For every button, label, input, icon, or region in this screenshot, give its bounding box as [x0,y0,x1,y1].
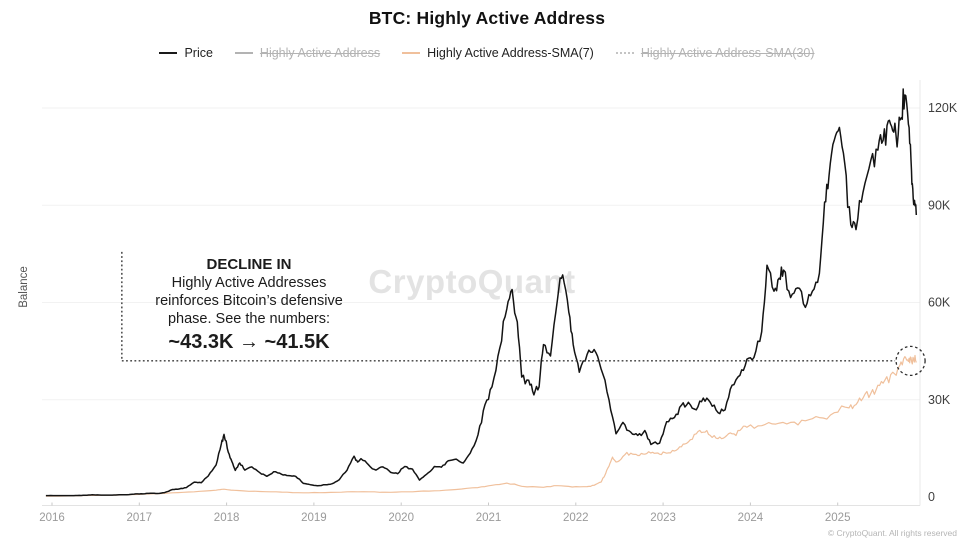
x-tick-label: 2018 [214,512,240,524]
x-tick-label: 2019 [301,512,327,524]
y-tick-label: 120K [928,101,958,115]
price-line-swatch [159,52,178,54]
legend-label-sma30: Highly Active Address-SMA(30) [640,46,815,60]
x-tick-label: 2023 [650,512,676,524]
y-tick-label: 0 [928,490,935,504]
annotation-callout: DECLINE IN Highly Active Addresses reinf… [124,255,374,355]
x-tick-label: 2016 [39,512,65,524]
x-tick-label: 2017 [127,512,153,524]
legend: Price Highly Active Address Highly Activ… [0,46,974,60]
legend-label-highly-active-address: Highly Active Address [259,46,381,60]
annotation-line-1: Highly Active Addresses [171,275,327,291]
x-tick-label: 2021 [476,512,502,524]
highlight-circle [895,345,926,377]
legend-item-highly-active-address[interactable]: Highly Active Address [234,46,381,60]
annotation-line-3: phase. See the numbers: [167,311,331,327]
legend-item-sma7[interactable]: Highly Active Address-SMA(7) [402,46,594,60]
copyright-note: © CryptoQuant. All rights reserved [827,528,957,538]
annotation-title: DECLINE IN [206,256,292,273]
y-tick-label: 30K [928,393,951,407]
sma7-line-swatch [402,52,421,54]
x-tick-label: 2024 [738,512,764,524]
legend-item-price[interactable]: Price [159,46,213,60]
highly-active-address-line-swatch [234,52,253,54]
chart-title: BTC: Highly Active Address [368,8,606,28]
y-tick-label: 60K [928,296,951,310]
sma30-line-swatch [615,52,634,54]
y-tick-label: 90K [928,198,951,212]
legend-item-sma30[interactable]: Highly Active Address-SMA(30) [615,46,815,60]
legend-label-price: Price [184,46,213,60]
x-tick-label: 2022 [563,512,589,524]
price-line [45,88,918,497]
annotation-values: ~43.3K → ~41.5K [168,331,330,353]
sma7-line [45,354,917,497]
x-tick-label: 2020 [388,512,414,524]
x-tick-label: 2025 [825,512,851,524]
legend-label-sma7: Highly Active Address-SMA(7) [427,46,594,60]
annotation-line-2: reinforces Bitcoin’s defensive [155,293,343,309]
